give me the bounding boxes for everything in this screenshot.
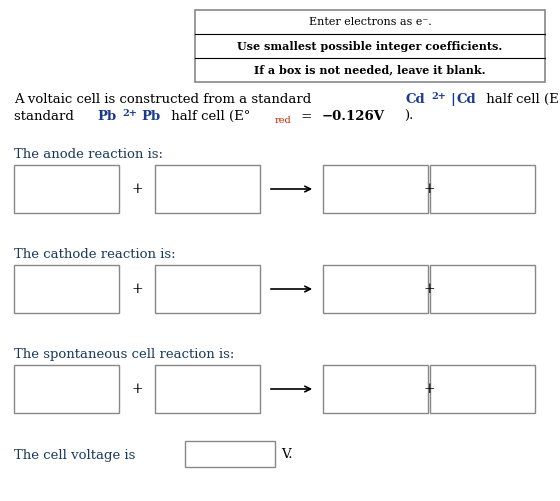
Text: =: = — [297, 110, 316, 123]
Text: Enter electrons as e⁻.: Enter electrons as e⁻. — [309, 17, 431, 27]
Text: The cathode reaction is:: The cathode reaction is: — [14, 248, 176, 261]
Bar — [14, 365, 119, 413]
Text: +: + — [423, 282, 435, 296]
Text: +: + — [131, 382, 143, 396]
Bar — [430, 265, 535, 313]
Text: |: | — [450, 93, 455, 106]
Text: half cell (E°: half cell (E° — [166, 110, 250, 123]
Text: The spontaneous cell reaction is:: The spontaneous cell reaction is: — [14, 348, 235, 361]
Text: +: + — [423, 182, 435, 196]
Text: V.: V. — [281, 448, 292, 461]
Bar — [323, 365, 428, 413]
Text: 2+: 2+ — [431, 92, 446, 101]
Text: +: + — [131, 282, 143, 296]
Text: −0.126V: −0.126V — [322, 110, 385, 123]
Text: If a box is not needed, leave it blank.: If a box is not needed, leave it blank. — [254, 65, 486, 76]
Bar — [155, 265, 260, 313]
Text: Cd: Cd — [405, 93, 425, 106]
Bar — [185, 441, 275, 467]
Text: A voltaic cell is constructed from a standard: A voltaic cell is constructed from a sta… — [14, 93, 315, 106]
Bar — [195, 10, 545, 82]
Bar — [323, 165, 428, 213]
Text: ).: ). — [404, 110, 413, 123]
Text: standard: standard — [14, 110, 78, 123]
Text: half cell (E°: half cell (E° — [482, 93, 560, 106]
Text: Pb: Pb — [97, 110, 116, 123]
Text: red: red — [275, 116, 292, 125]
Text: Cd: Cd — [457, 93, 477, 106]
Bar — [155, 365, 260, 413]
Bar — [14, 165, 119, 213]
Text: The cell voltage is: The cell voltage is — [14, 448, 136, 461]
Text: +: + — [423, 382, 435, 396]
Text: Use smallest possible integer coefficients.: Use smallest possible integer coefficien… — [237, 41, 503, 52]
Text: Pb: Pb — [142, 110, 161, 123]
Bar — [430, 365, 535, 413]
Text: The anode reaction is:: The anode reaction is: — [14, 148, 163, 161]
Bar — [430, 165, 535, 213]
Text: 2+: 2+ — [122, 109, 137, 118]
Bar — [155, 165, 260, 213]
Bar — [323, 265, 428, 313]
Bar — [14, 265, 119, 313]
Text: +: + — [131, 182, 143, 196]
